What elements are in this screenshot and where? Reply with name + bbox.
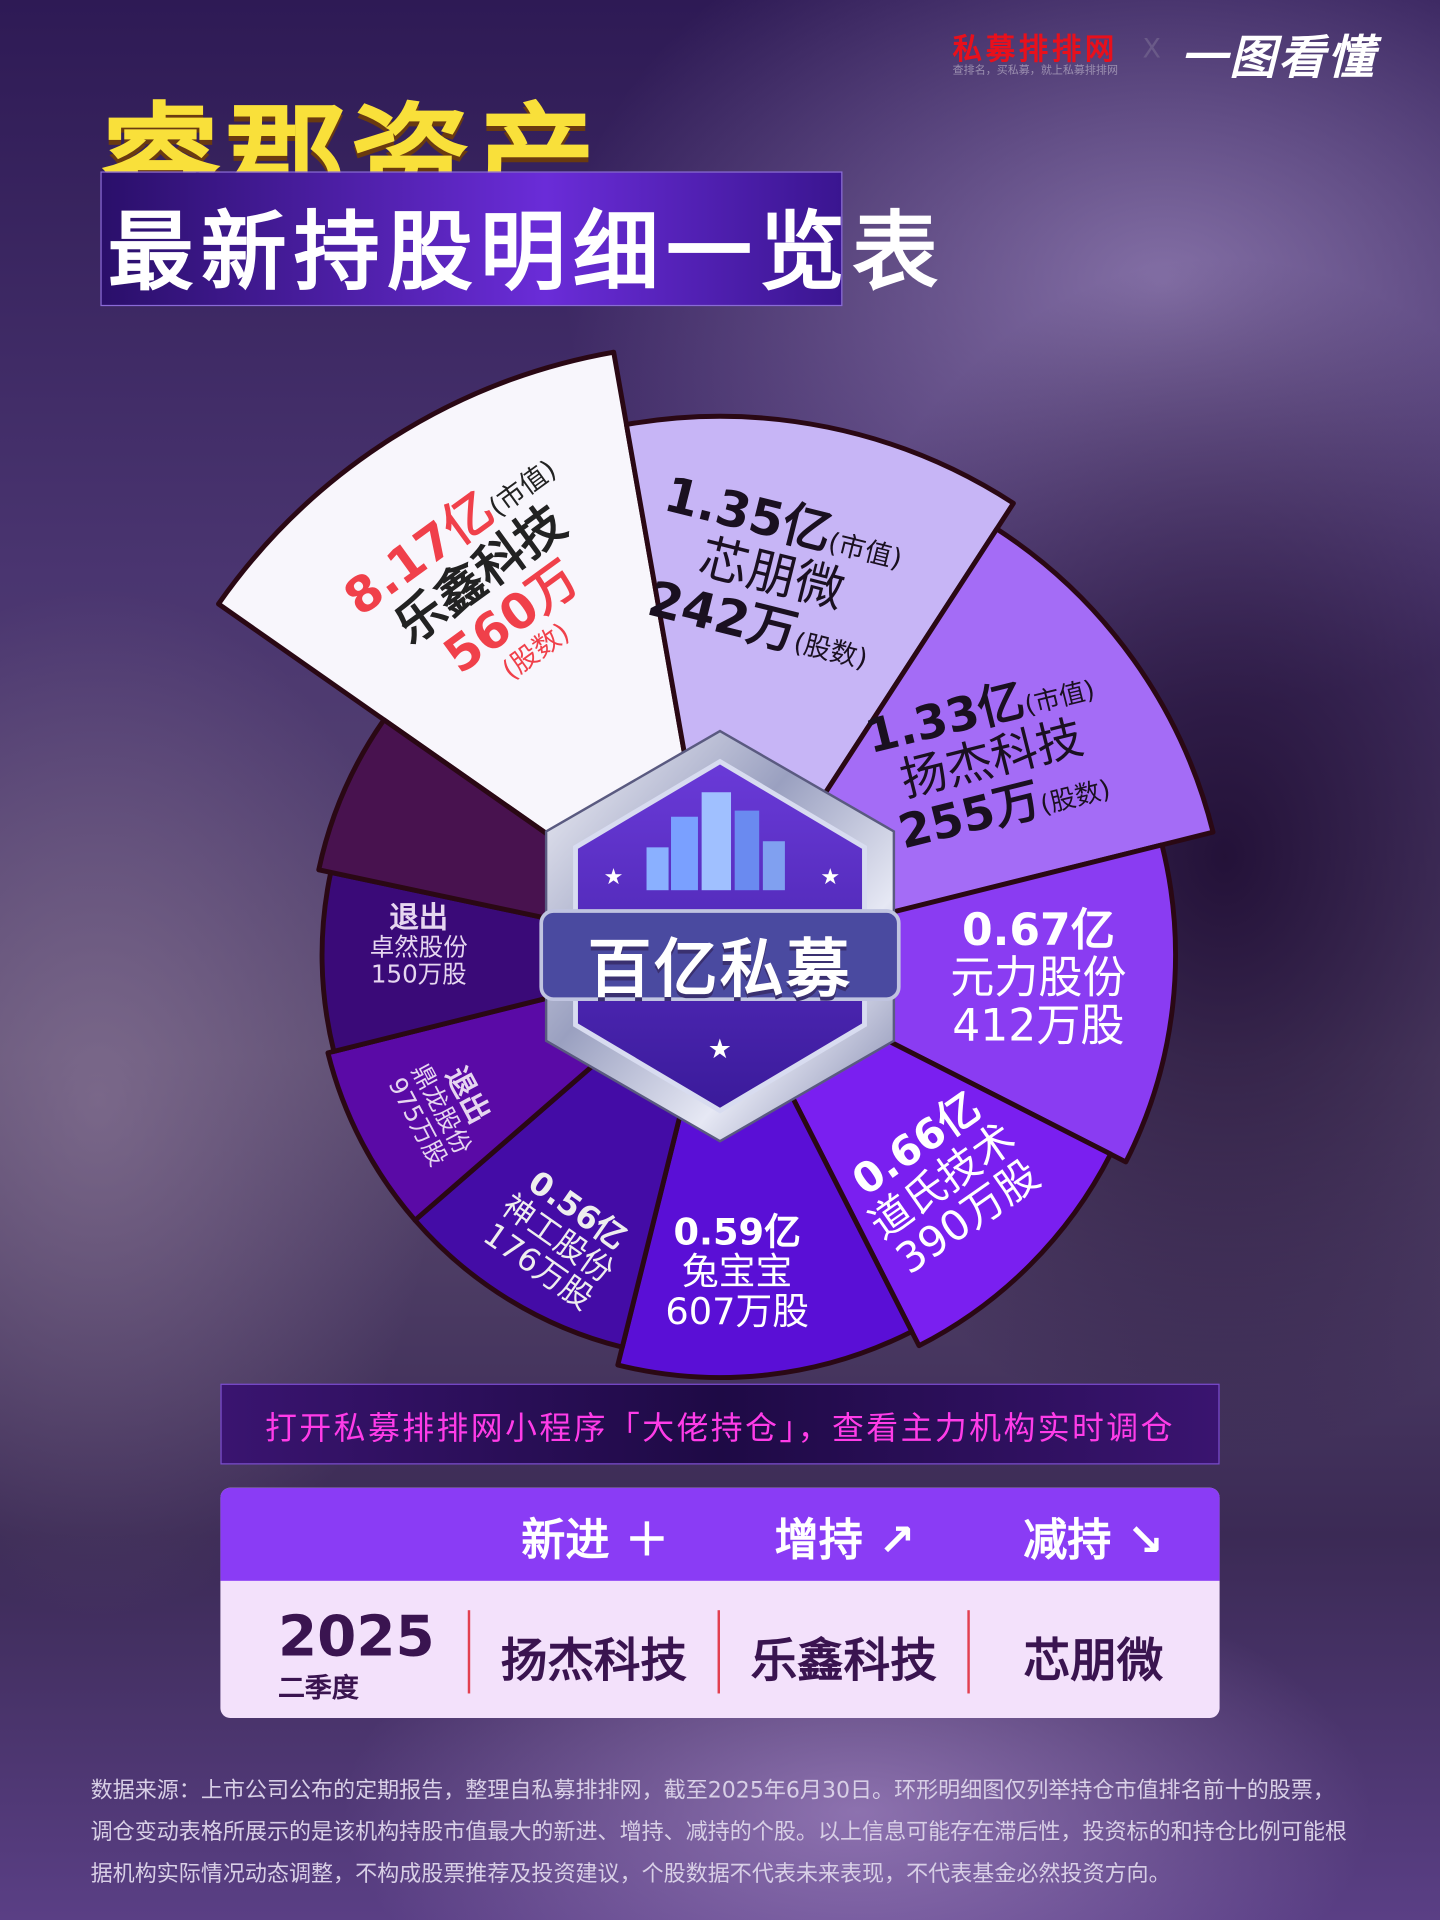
table-header: 新进 ＋ 增持 ↗ 减持 ↘ <box>220 1487 1220 1581</box>
period-year: 2025 <box>277 1602 435 1669</box>
arrow-up-icon: ↗ <box>878 1515 916 1567</box>
promo-text[interactable]: 打开私募排排网小程序「大佬持仓」，查看主力机构实时调仓 <box>265 1410 1175 1448</box>
new-stock: 扬杰科技 <box>500 1633 687 1688</box>
brand-slogan: 查排名，买私募，就上私募排排网 <box>952 64 1118 78</box>
subtitle-box <box>100 171 843 307</box>
period-quarter: 二季度 <box>277 1673 359 1705</box>
increased-stock: 乐鑫科技 <box>750 1633 937 1688</box>
holding-label-5: 0.59亿 兔宝宝 607万股 <box>665 1211 809 1334</box>
star-icon: ★ <box>604 865 624 890</box>
city-buildings-icon <box>646 792 785 891</box>
brand-separator: X <box>1142 34 1161 65</box>
ring-sector-3 <box>717 842 1178 1165</box>
ring-sector-5 <box>615 952 915 1380</box>
decreased-stock: 芯朋微 <box>1023 1633 1164 1688</box>
holding-label-3: 0.67亿 元力股份 412万股 <box>950 905 1127 1052</box>
divider <box>467 1610 471 1694</box>
badge-emblem: ★ ★ ★ <box>539 729 901 1143</box>
plus-icon: ＋ <box>624 1515 669 1567</box>
star-icon: ★ <box>820 865 840 890</box>
brand-logo: 私募排排网 <box>952 31 1118 67</box>
footer-disclaimer: 数据来源：上市公司公布的定期报告，整理自私募排排网，截至2025年6月30日。环… <box>90 1777 1347 1887</box>
arrow-down-icon: ↘ <box>1126 1515 1164 1567</box>
divider <box>967 1610 970 1694</box>
header-increase: 增持 ↗ <box>774 1515 916 1567</box>
header-new: 新进 ＋ <box>521 1515 669 1567</box>
holding-label-8: 退出 卓然股份 150万股 <box>369 900 468 989</box>
promo-banner[interactable] <box>220 1383 1220 1465</box>
star-icon: ★ <box>708 1034 732 1065</box>
divider <box>717 1610 720 1694</box>
partner-logo: 一图看懂 <box>1180 30 1377 85</box>
badge-label: 百亿私募 <box>587 933 853 1008</box>
ring-sector-8 <box>319 869 723 1054</box>
position-changes-table: 新进 ＋ 增持 ↗ 减持 ↘ 2025 二季度 扬杰科技 乐鑫科技 芯朋微 <box>220 1487 1220 1718</box>
subtitle: 最新持股明细一览表 <box>107 202 946 303</box>
header-decrease: 减持 ↘ <box>1023 1515 1164 1567</box>
